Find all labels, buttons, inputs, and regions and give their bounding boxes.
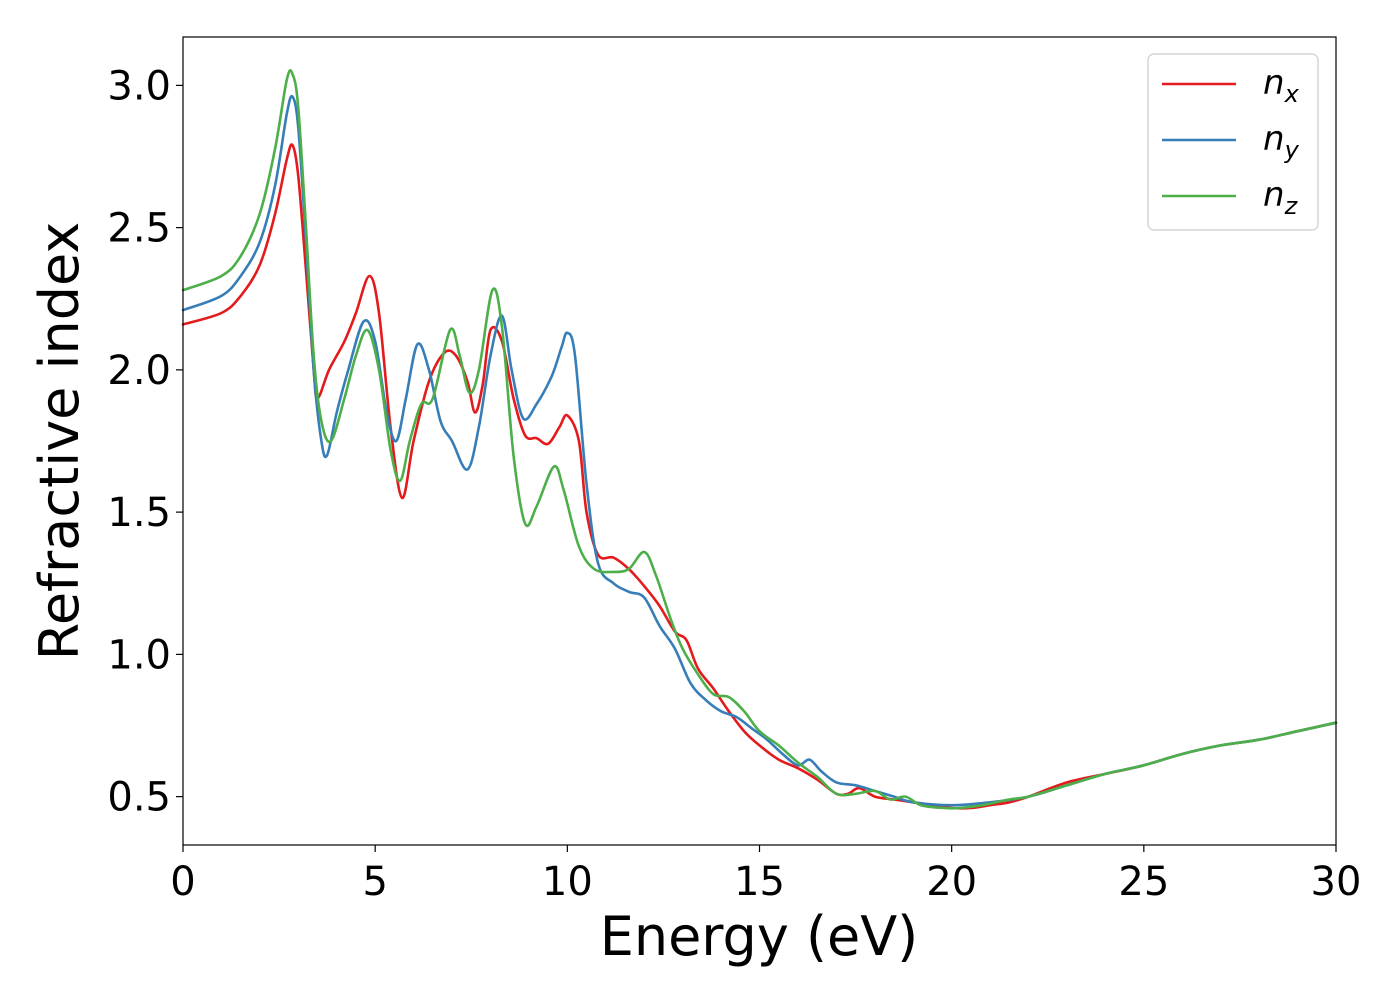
legend-label-base: n xyxy=(1263,119,1285,159)
x-axis-title: Energy (eV) xyxy=(600,905,919,968)
y-tick-label: 2.0 xyxy=(107,348,171,394)
x-tick-label: 15 xyxy=(734,859,785,905)
series-line-nz xyxy=(181,69,1338,810)
x-tick-label: 10 xyxy=(542,859,593,905)
y-tick-label: 2.5 xyxy=(107,206,171,252)
x-tick-label: 5 xyxy=(362,859,387,905)
y-tick-label: 3.0 xyxy=(107,63,171,109)
legend-box xyxy=(1147,53,1319,231)
legend-label-nz: nz xyxy=(1263,175,1299,220)
y-tick-label: 0.5 xyxy=(107,775,171,821)
x-axis-ticks: 0 5 10 15 20 25 30 xyxy=(170,845,1361,905)
legend-label-subscript: x xyxy=(1284,80,1300,108)
legend-label-base: n xyxy=(1263,63,1285,103)
x-tick-label: 30 xyxy=(1311,859,1362,905)
x-tick-label: 20 xyxy=(926,859,977,905)
y-tick-label: 1.0 xyxy=(107,632,171,678)
series-layer xyxy=(181,69,1338,810)
y-tick-label: 1.5 xyxy=(107,490,171,536)
legend-label-nx: nx xyxy=(1263,63,1300,108)
legend-label-subscript: z xyxy=(1284,192,1299,220)
legend-label-ny: ny xyxy=(1263,119,1300,164)
legend-label-subscript: y xyxy=(1284,136,1300,164)
x-tick-label: 0 xyxy=(170,859,195,905)
y-axis-title: Refractive index xyxy=(28,222,91,661)
legend-label-base: n xyxy=(1263,175,1285,215)
x-tick-label: 25 xyxy=(1118,859,1169,905)
y-axis-ticks: 0.5 1.0 1.5 2.0 2.5 3.0 xyxy=(107,63,183,821)
series-line-ny xyxy=(181,94,1338,807)
